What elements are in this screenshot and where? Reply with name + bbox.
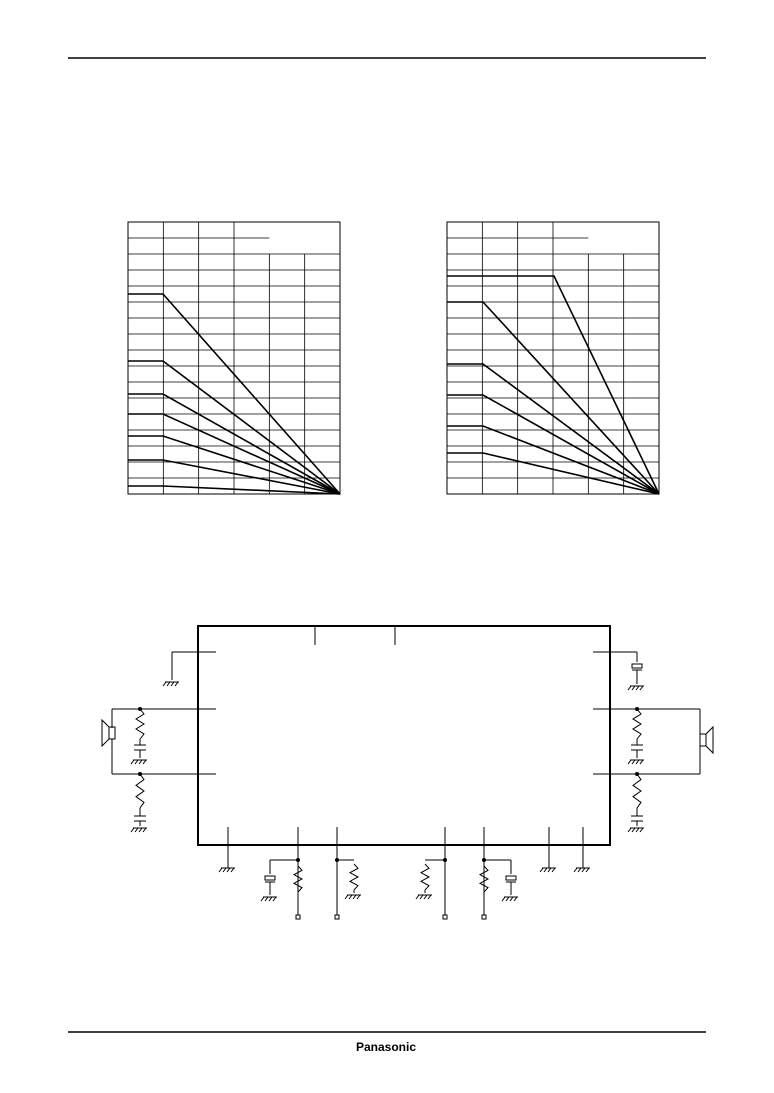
resistor [348, 863, 360, 891]
resistor [632, 773, 642, 809]
ground [551, 867, 556, 873]
ground [635, 685, 640, 691]
ground [130, 759, 135, 765]
resistor [135, 773, 145, 809]
ground [631, 759, 636, 765]
ground [218, 867, 223, 873]
ground [547, 867, 552, 873]
derating-curve [447, 452, 660, 495]
ground [627, 759, 632, 765]
derating-curve [447, 275, 660, 495]
ground [356, 894, 361, 900]
ground [639, 827, 644, 833]
ground [174, 681, 179, 687]
resistor [478, 865, 490, 893]
derating-curve [128, 293, 341, 495]
ground [222, 867, 227, 873]
ground [581, 867, 586, 873]
ground [415, 894, 420, 900]
speaker [108, 726, 116, 740]
derating-curve [128, 393, 341, 495]
ground [577, 867, 582, 873]
ground [423, 894, 428, 900]
ground [162, 681, 167, 687]
ground [573, 867, 578, 873]
ground [166, 681, 171, 687]
ground [170, 681, 175, 687]
terminal [334, 914, 340, 920]
ground [543, 867, 548, 873]
ground [352, 894, 357, 900]
ground [268, 896, 273, 902]
ic-package [197, 625, 611, 846]
resistor [135, 708, 145, 740]
ground [639, 759, 644, 765]
ground [130, 827, 135, 833]
derating-curve [128, 435, 341, 495]
electrolytic-capacitor [264, 875, 276, 881]
ground [344, 894, 349, 900]
speaker-cone [101, 718, 110, 748]
ground [505, 896, 510, 902]
ground [539, 867, 544, 873]
ground [427, 894, 432, 900]
ground [501, 896, 506, 902]
ground [419, 894, 424, 900]
resistor [419, 863, 431, 891]
terminal [481, 914, 487, 920]
ground [138, 759, 143, 765]
ground [635, 827, 640, 833]
derating-curve [128, 459, 341, 495]
ground [509, 896, 514, 902]
ground [142, 827, 147, 833]
ground [348, 894, 353, 900]
ground [513, 896, 518, 902]
derating-curve [128, 413, 341, 495]
terminal [442, 914, 448, 920]
ground [134, 827, 139, 833]
electrolytic-capacitor [631, 663, 643, 669]
resistor [632, 708, 642, 740]
ground [230, 867, 235, 873]
derating-curve [128, 360, 341, 495]
ground [138, 827, 143, 833]
derating-curve [447, 301, 660, 495]
ground [264, 896, 269, 902]
ground [631, 827, 636, 833]
ground [639, 685, 644, 691]
ground [635, 759, 640, 765]
derating-curve [128, 485, 341, 495]
ground [142, 759, 147, 765]
derating-curve [447, 363, 660, 495]
electrolytic-capacitor [505, 875, 517, 881]
ground [627, 827, 632, 833]
brand-logo: Panasonic [356, 1040, 416, 1054]
speaker-cone [705, 725, 714, 755]
speaker [699, 733, 707, 747]
ground [134, 759, 139, 765]
ground [226, 867, 231, 873]
terminal [295, 914, 301, 920]
derating-curve [447, 425, 660, 495]
ground [627, 685, 632, 691]
ground [272, 896, 277, 902]
ground [631, 685, 636, 691]
ground [585, 867, 590, 873]
ground [260, 896, 265, 902]
resistor [292, 865, 304, 893]
derating-curve [447, 394, 660, 495]
